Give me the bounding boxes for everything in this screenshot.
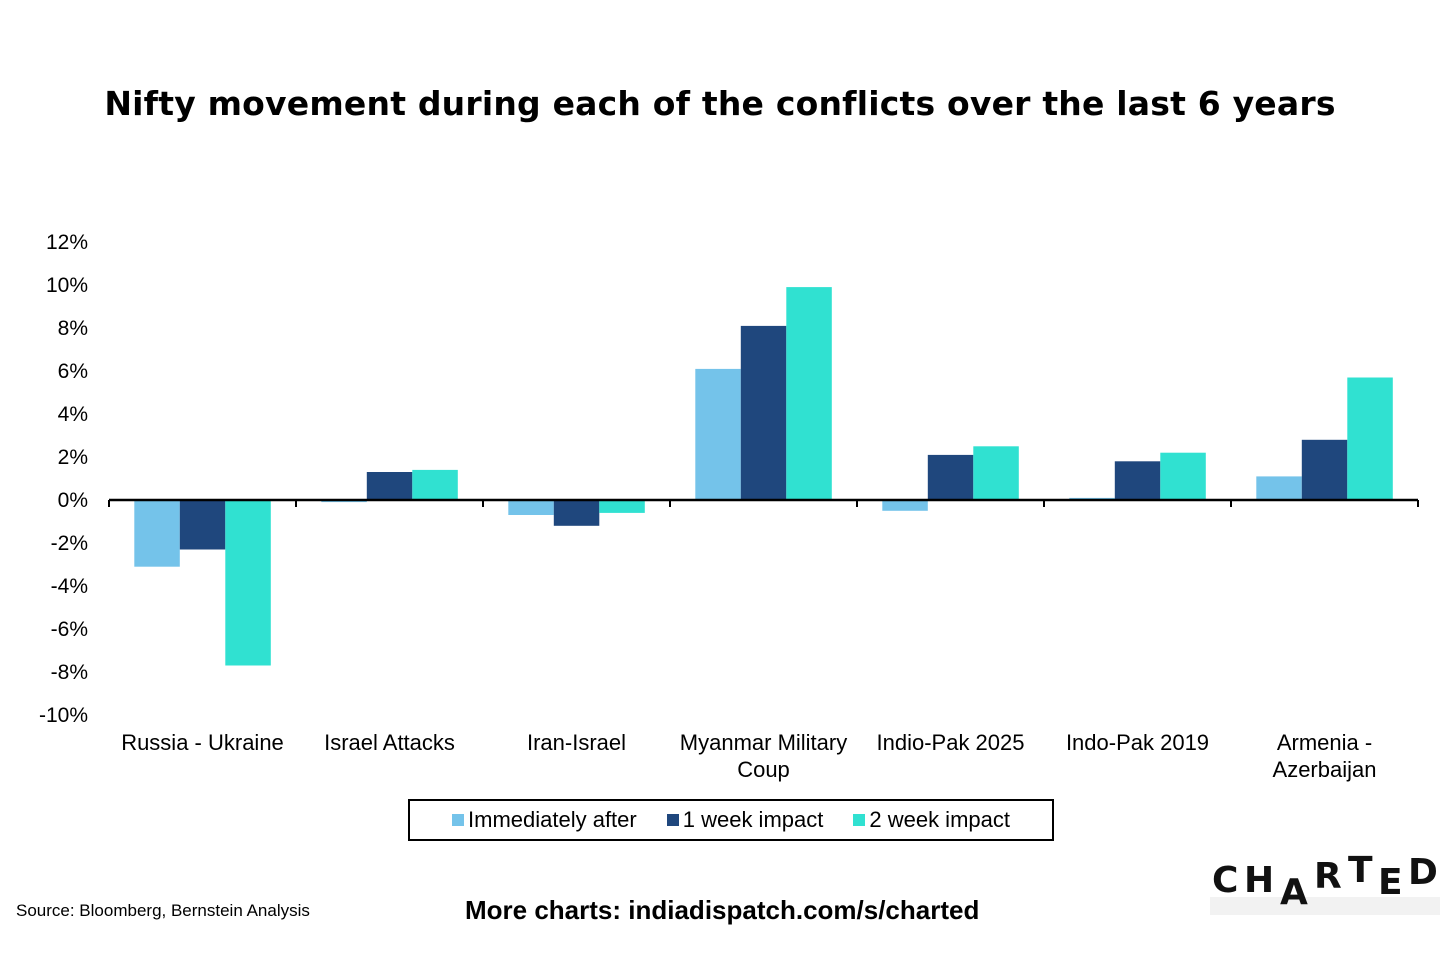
bar-2-week-impact-4	[973, 446, 1019, 501]
logo-backdrop	[1210, 897, 1440, 915]
y-tick-label: -2%	[51, 532, 88, 555]
bar-1-week-impact-1	[366, 472, 413, 500]
x-category-label: Myanmar Military Coup	[680, 730, 847, 782]
bar-immediately-after-4	[882, 500, 928, 511]
x-category-label: Israel Attacks	[324, 730, 455, 755]
legend: Immediately after 1 week impact 2 week i…	[408, 799, 1054, 841]
bar-2-week-impact-1	[412, 469, 458, 500]
legend-item-2-week-impact: 2 week impact	[853, 807, 1010, 833]
y-tick-label: 8%	[58, 317, 88, 340]
y-tick-label: -4%	[51, 575, 88, 598]
x-category-label: Indio-Pak 2025	[877, 730, 1025, 755]
bar-1-week-impact-0	[179, 500, 226, 550]
chart-title: Nifty movement during each of the confli…	[104, 84, 1336, 123]
y-tick-label: 0%	[58, 489, 88, 512]
bar-immediately-after-6	[1256, 476, 1302, 500]
logo-letter: H	[1244, 860, 1275, 901]
x-category-label-line: Iran-Israel	[527, 730, 626, 755]
bar-2-week-impact-5	[1160, 452, 1206, 500]
y-tick-label: 2%	[58, 446, 88, 469]
bar-1-week-impact-2	[553, 500, 600, 526]
x-category-label: Russia - Ukraine	[121, 730, 284, 755]
y-tick-label: 4%	[58, 403, 88, 426]
bar-immediately-after-2	[508, 500, 554, 515]
bar-1-week-impact-3	[740, 325, 787, 500]
legend-label: Immediately after	[468, 807, 637, 832]
bars-layer	[134, 287, 1393, 666]
y-axis-ticks: 12% 10% 8% 6% 4% 2% 0% -2% -4% -6% -8% -10%	[39, 231, 88, 727]
bar-immediately-after-3	[695, 368, 741, 500]
x-category-label-line: Indio-Pak 2025	[877, 730, 1025, 755]
x-category-label-line: Indo-Pak 2019	[1066, 730, 1209, 755]
logo-letter: C	[1212, 860, 1239, 901]
x-category-label-line: Russia - Ukraine	[121, 730, 284, 755]
charted-logo: C H A R T E D	[1210, 850, 1440, 915]
logo-letter: E	[1378, 862, 1403, 903]
legend-label: 2 week impact	[869, 807, 1010, 832]
bar-2-week-impact-0	[225, 500, 271, 666]
legend-label: 1 week impact	[682, 807, 824, 832]
legend-swatch	[666, 814, 679, 826]
legend-item-immediately-after: Immediately after	[452, 807, 637, 833]
logo-letter: D	[1408, 852, 1438, 893]
bar-1-week-impact-5	[1114, 461, 1161, 500]
x-axis-categories: Russia - Ukraine Israel Attacks Iran-Israe…	[121, 730, 1376, 782]
y-tick-label: 6%	[58, 360, 88, 383]
x-category-label-line: Azerbaijan	[1273, 757, 1377, 782]
x-category-label: Iran-Israel	[527, 730, 626, 755]
y-tick-label: -8%	[51, 661, 88, 684]
legend-item-1-week-impact: 1 week impact	[666, 807, 824, 833]
more-charts-link[interactable]: More charts: indiadispatch.com/s/charted	[465, 895, 980, 925]
x-category-label: Armenia -Azerbaijan	[1273, 730, 1377, 782]
x-category-label-line: Armenia -	[1277, 730, 1372, 755]
bar-1-week-impact-4	[927, 454, 974, 500]
logo-letter: R	[1314, 856, 1342, 897]
bar-2-week-impact-2	[599, 500, 645, 513]
legend-swatch	[853, 814, 866, 826]
bar-2-week-impact-3	[786, 287, 832, 500]
logo-letter: A	[1280, 872, 1308, 913]
bar-immediately-after-0	[134, 500, 180, 567]
x-category-label-line: Israel Attacks	[324, 730, 455, 755]
y-tick-label: -6%	[51, 618, 88, 641]
x-category-label-line: Coup	[737, 757, 790, 782]
y-tick-label: 10%	[46, 274, 88, 297]
logo-letter: T	[1348, 850, 1373, 891]
source-note: Source: Bloomberg, Bernstein Analysis	[16, 901, 310, 920]
x-category-label-line: Myanmar Military	[680, 730, 847, 755]
x-category-label: Indo-Pak 2019	[1066, 730, 1209, 755]
axis-layer	[108, 498, 1419, 507]
y-tick-label: 12%	[46, 231, 88, 254]
legend-swatch	[452, 814, 464, 826]
bar-2-week-impact-6	[1347, 377, 1393, 500]
bar-1-week-impact-6	[1301, 439, 1348, 500]
y-tick-label: -10%	[39, 704, 88, 727]
